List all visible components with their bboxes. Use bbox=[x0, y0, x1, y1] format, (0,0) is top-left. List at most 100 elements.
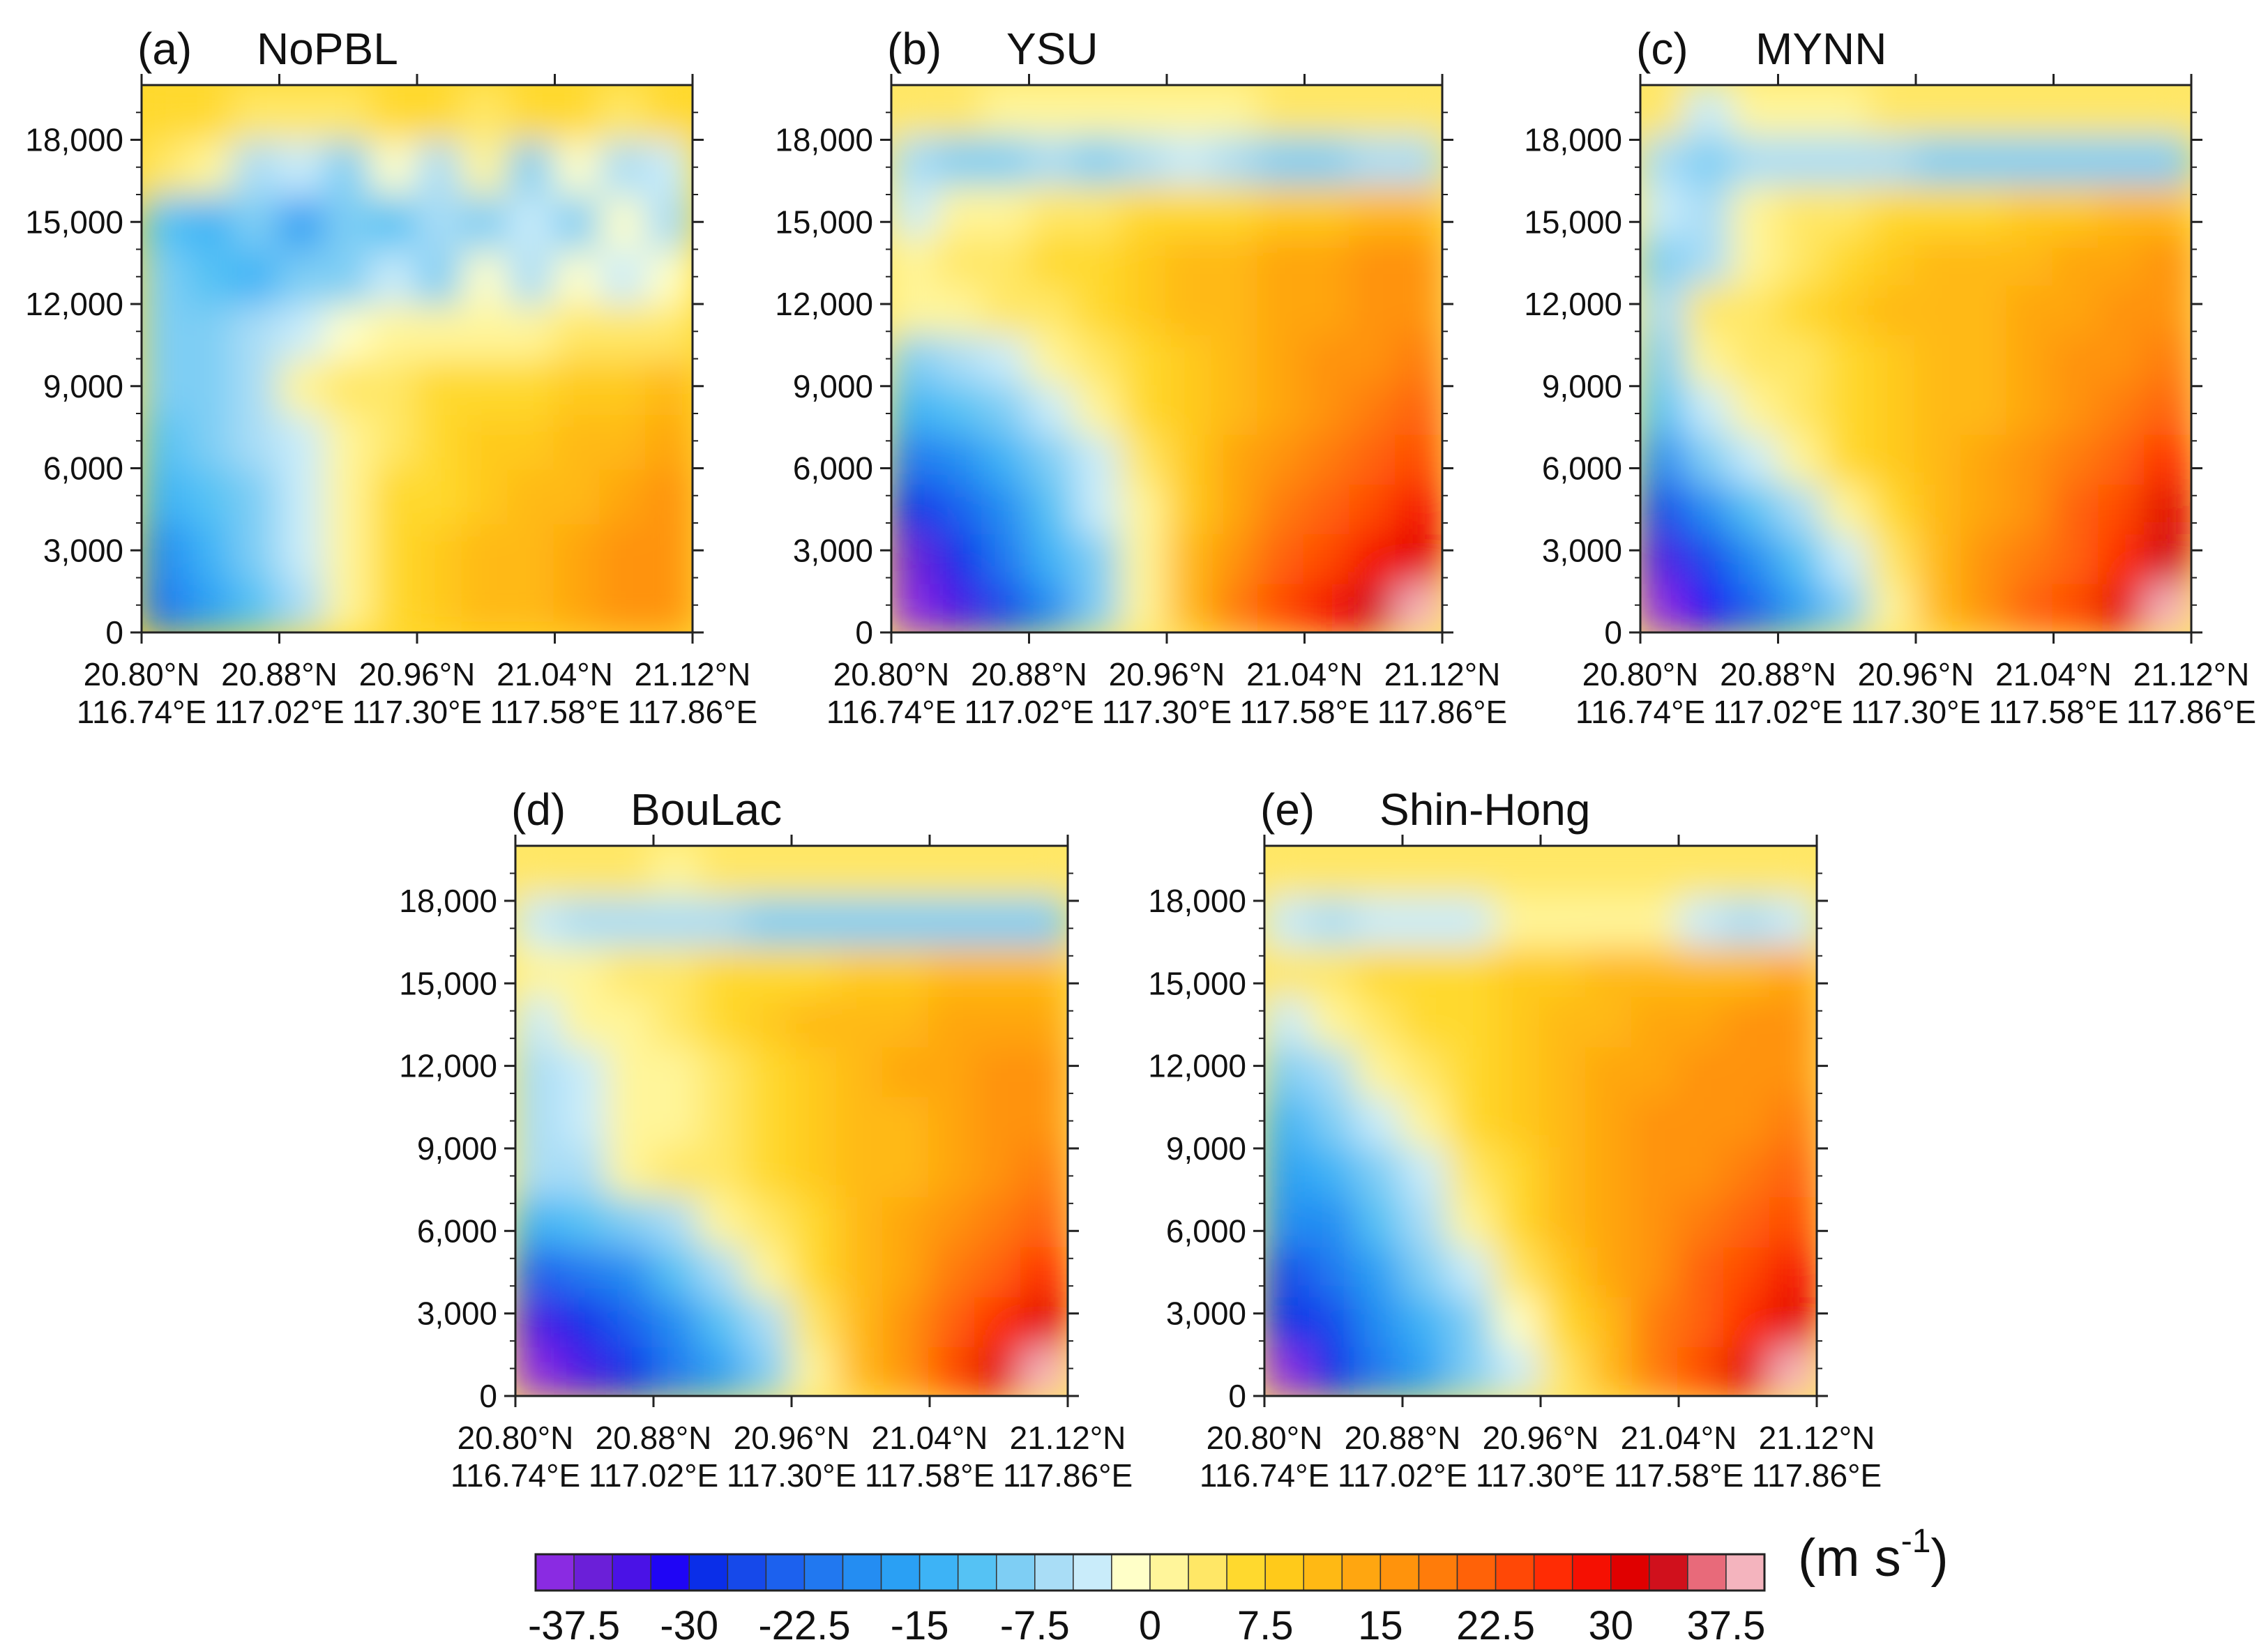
cell bbox=[416, 357, 464, 415]
y-tick-label: 3,000 bbox=[43, 532, 123, 568]
colorbar-label: -15 bbox=[891, 1603, 949, 1647]
cell bbox=[606, 1144, 655, 1198]
cell bbox=[652, 846, 701, 897]
cell bbox=[645, 576, 693, 632]
cell bbox=[1723, 1044, 1772, 1098]
cell bbox=[1349, 282, 1398, 335]
cell bbox=[1165, 233, 1214, 286]
cell bbox=[599, 193, 649, 251]
cell bbox=[599, 248, 649, 305]
x-tick-label-lat: 20.88°N bbox=[221, 656, 338, 692]
cell bbox=[1309, 1144, 1358, 1198]
y-tick-label: 12,000 bbox=[1524, 286, 1622, 322]
cell bbox=[1073, 581, 1123, 632]
cell bbox=[324, 466, 373, 524]
cell bbox=[1395, 133, 1442, 186]
x-tick-label-lon: 116.74°E bbox=[451, 1457, 580, 1494]
cell bbox=[1914, 332, 1963, 386]
cell bbox=[461, 303, 511, 360]
cell bbox=[1165, 481, 1214, 535]
cell bbox=[1677, 1094, 1726, 1148]
cell bbox=[790, 1094, 839, 1148]
cell bbox=[461, 85, 511, 142]
cell bbox=[1257, 282, 1306, 335]
cell bbox=[882, 1144, 931, 1198]
cell bbox=[935, 183, 985, 236]
cell bbox=[1723, 1094, 1772, 1148]
cell bbox=[142, 576, 189, 632]
cell bbox=[652, 1044, 701, 1098]
y-tick-label: 18,000 bbox=[399, 883, 497, 919]
cell bbox=[1539, 1194, 1588, 1247]
cell bbox=[928, 994, 977, 1047]
colorbar-swatch bbox=[1188, 1554, 1227, 1591]
cell bbox=[142, 466, 189, 524]
cell bbox=[1493, 846, 1542, 897]
cell bbox=[981, 282, 1031, 335]
cell bbox=[324, 248, 373, 305]
cell bbox=[1027, 432, 1077, 485]
cell bbox=[645, 522, 693, 579]
panel-c: 0 3,000 6,000 9,000 12,000 15,000 18,000 20.80°… bbox=[1524, 24, 2256, 730]
panel-title: BouLac bbox=[630, 784, 782, 835]
cell bbox=[186, 138, 235, 196]
cell bbox=[1769, 1144, 1817, 1198]
cell bbox=[1723, 894, 1772, 948]
x-tick-label-lat: 21.12°N bbox=[1384, 656, 1501, 692]
cell bbox=[1822, 183, 1872, 236]
y-tick-label: 18,000 bbox=[1148, 883, 1246, 919]
colorbar-swatch bbox=[765, 1554, 806, 1591]
cell bbox=[2144, 432, 2191, 485]
cell bbox=[790, 1194, 839, 1247]
cell bbox=[515, 994, 563, 1047]
cell bbox=[606, 1094, 655, 1148]
x-tick-label-lat: 20.80°N bbox=[84, 656, 200, 692]
cell bbox=[1119, 183, 1168, 236]
cell bbox=[928, 894, 977, 948]
cell bbox=[560, 894, 609, 948]
cell bbox=[1027, 282, 1077, 335]
x-tick-label-lat: 21.12°N bbox=[1759, 1420, 1875, 1456]
x-tick-label-lon: 117.86°E bbox=[2126, 694, 2256, 730]
cell bbox=[1960, 531, 2009, 584]
x-tick-label-lon: 117.02°E bbox=[1713, 694, 1843, 730]
cell bbox=[1960, 282, 2009, 335]
cell bbox=[744, 944, 793, 998]
cell bbox=[1631, 846, 1680, 897]
cell bbox=[232, 576, 281, 632]
cell bbox=[2098, 531, 2147, 584]
cell bbox=[1401, 1094, 1450, 1148]
cell bbox=[1073, 183, 1123, 236]
cell bbox=[2006, 581, 2055, 632]
cell bbox=[2052, 432, 2101, 485]
cell bbox=[1493, 944, 1542, 998]
cell bbox=[744, 1094, 793, 1148]
cell bbox=[836, 1344, 885, 1396]
panel-label: (c) bbox=[1636, 24, 1688, 74]
cell bbox=[1631, 1294, 1680, 1348]
cell bbox=[974, 1044, 1023, 1098]
cell bbox=[461, 522, 511, 579]
cell bbox=[1769, 1344, 1817, 1396]
panel-title: YSU bbox=[1006, 24, 1098, 74]
cell bbox=[1539, 1244, 1588, 1298]
cell bbox=[1020, 1094, 1068, 1148]
cell bbox=[1539, 1094, 1588, 1148]
cell bbox=[1723, 944, 1772, 998]
x-tick-label-lat: 20.96°N bbox=[1483, 1420, 1599, 1456]
cell bbox=[142, 357, 189, 415]
cell bbox=[186, 412, 235, 470]
cell bbox=[599, 576, 649, 632]
cell bbox=[1355, 994, 1404, 1047]
cell bbox=[1119, 133, 1168, 186]
colorbar-swatch bbox=[842, 1554, 882, 1591]
cell bbox=[1119, 85, 1168, 137]
cell bbox=[515, 1144, 563, 1198]
cell bbox=[645, 303, 693, 360]
cell bbox=[1119, 282, 1168, 335]
x-tick-label-lat: 20.80°N bbox=[458, 1420, 574, 1456]
cell bbox=[606, 894, 655, 948]
cell bbox=[1211, 581, 1260, 632]
cell bbox=[1303, 481, 1352, 535]
cell bbox=[981, 85, 1031, 137]
